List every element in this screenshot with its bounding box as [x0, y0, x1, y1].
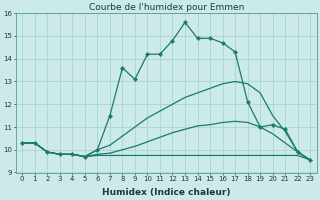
X-axis label: Humidex (Indice chaleur): Humidex (Indice chaleur): [102, 188, 230, 197]
Title: Courbe de l'humidex pour Emmen: Courbe de l'humidex pour Emmen: [89, 3, 244, 12]
